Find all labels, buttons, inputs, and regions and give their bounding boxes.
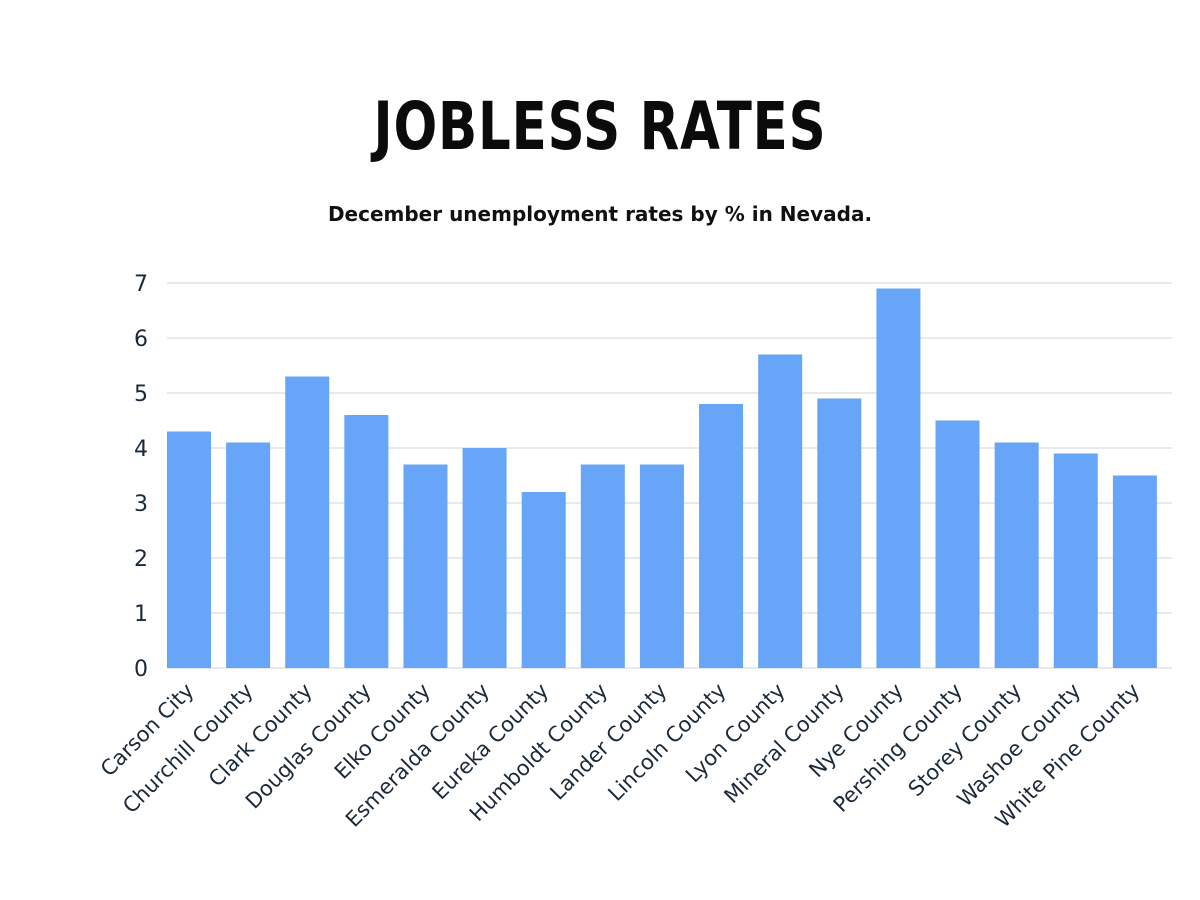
y-tick-label: 0: [134, 657, 148, 682]
bar: [758, 354, 803, 668]
bar: [639, 464, 684, 668]
bar: [580, 464, 625, 668]
bar: [226, 442, 271, 668]
bar: [876, 288, 921, 668]
bar: [521, 492, 566, 668]
bar: [344, 415, 389, 668]
y-tick-label: 1: [134, 602, 148, 627]
y-tick-label: 3: [134, 492, 148, 517]
bar: [817, 398, 862, 668]
y-tick-label: 4: [134, 437, 148, 462]
y-tick-label: 6: [134, 327, 148, 352]
bar: [1053, 453, 1098, 668]
chart-subtitle: December unemployment rates by % in Neva…: [327, 202, 873, 226]
y-tick-label: 2: [134, 547, 148, 572]
bar: [167, 431, 211, 668]
bar: [285, 376, 330, 668]
x-tick-label: Clark County: [204, 679, 317, 792]
y-tick-label: 5: [134, 382, 148, 407]
y-tick-label: 7: [134, 272, 148, 297]
bar: [462, 448, 507, 668]
bar: [403, 464, 448, 668]
bar: [1112, 475, 1157, 668]
bar: [699, 404, 744, 668]
bar: [935, 420, 980, 668]
bar: [994, 442, 1039, 668]
chart-title: JOBLESS RATES: [373, 88, 827, 165]
